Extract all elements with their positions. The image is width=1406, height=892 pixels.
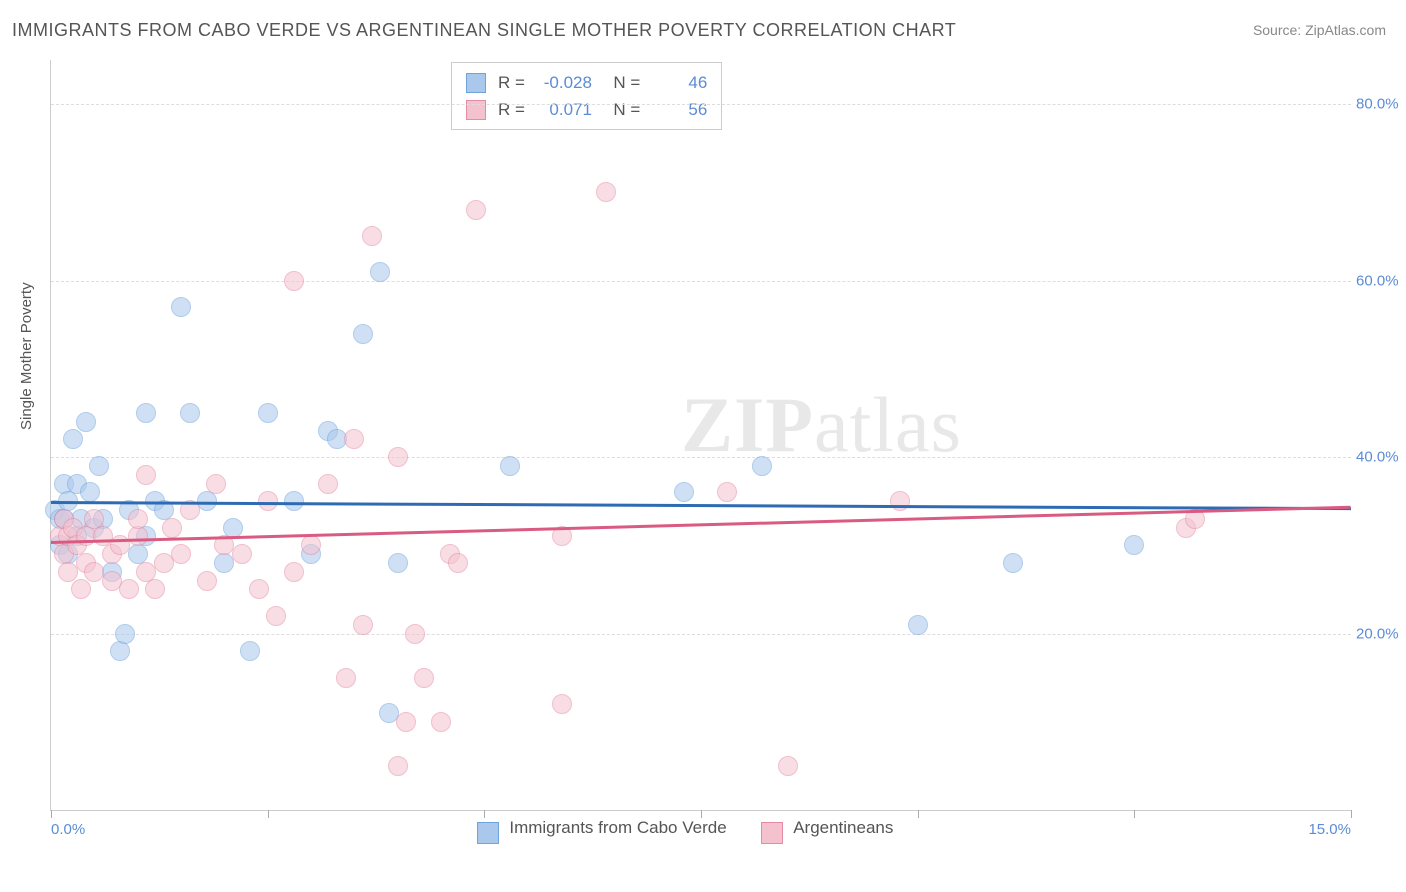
point-argentinean — [119, 579, 139, 599]
point-argentinean — [197, 571, 217, 591]
bottom-swatch-2 — [761, 822, 783, 844]
point-cabo-verde — [674, 482, 694, 502]
x-tick — [51, 810, 52, 818]
point-cabo-verde — [353, 324, 373, 344]
point-argentinean — [414, 668, 434, 688]
n-value-2: 56 — [652, 96, 707, 123]
point-cabo-verde — [240, 641, 260, 661]
point-cabo-verde — [136, 403, 156, 423]
point-argentinean — [128, 509, 148, 529]
bottom-legend-label-1: Immigrants from Cabo Verde — [509, 818, 726, 837]
point-cabo-verde — [500, 456, 520, 476]
bottom-legend-label-2: Argentineans — [793, 818, 893, 837]
trendline-cabo-verde — [51, 501, 1351, 510]
point-argentinean — [162, 518, 182, 538]
point-cabo-verde — [180, 403, 200, 423]
point-argentinean — [552, 694, 572, 714]
point-argentinean — [128, 526, 148, 546]
gridline — [51, 634, 1351, 635]
y-tick-label: 20.0% — [1356, 625, 1406, 642]
x-tick — [268, 810, 269, 818]
point-argentinean — [232, 544, 252, 564]
point-argentinean — [353, 615, 373, 635]
point-cabo-verde — [370, 262, 390, 282]
n-value-1: 46 — [652, 69, 707, 96]
x-tick — [1134, 810, 1135, 818]
gridline — [51, 457, 1351, 458]
y-axis-title: Single Mother Poverty — [18, 282, 35, 430]
legend-stats-row-1: R =-0.028 N =46 — [466, 69, 707, 96]
point-argentinean — [206, 474, 226, 494]
point-argentinean — [596, 182, 616, 202]
gridline — [51, 104, 1351, 105]
point-cabo-verde — [752, 456, 772, 476]
swatch-series-2 — [466, 100, 486, 120]
bottom-swatch-1 — [477, 822, 499, 844]
point-argentinean — [266, 606, 286, 626]
point-argentinean — [466, 200, 486, 220]
point-argentinean — [136, 465, 156, 485]
point-argentinean — [145, 579, 165, 599]
point-cabo-verde — [258, 403, 278, 423]
x-tick — [701, 810, 702, 818]
plot-area: ZIPatlas R =-0.028 N =46 R =0.071 N =56 … — [50, 60, 1351, 811]
source-label: Source: ZipAtlas.com — [1253, 22, 1386, 38]
point-argentinean — [344, 429, 364, 449]
y-tick-label: 60.0% — [1356, 272, 1406, 289]
gridline — [51, 281, 1351, 282]
point-cabo-verde — [89, 456, 109, 476]
y-tick-label: 40.0% — [1356, 449, 1406, 466]
point-argentinean — [388, 756, 408, 776]
legend-stats-box: R =-0.028 N =46 R =0.071 N =56 — [451, 62, 722, 130]
point-argentinean — [396, 712, 416, 732]
point-argentinean — [249, 579, 269, 599]
r-value-1: -0.028 — [537, 69, 592, 96]
trendline-argentinean — [51, 506, 1351, 544]
point-argentinean — [171, 544, 191, 564]
point-argentinean — [284, 271, 304, 291]
point-argentinean — [336, 668, 356, 688]
point-cabo-verde — [63, 429, 83, 449]
point-argentinean — [71, 579, 91, 599]
point-cabo-verde — [76, 412, 96, 432]
point-cabo-verde — [115, 624, 135, 644]
point-argentinean — [448, 553, 468, 573]
point-cabo-verde — [110, 641, 130, 661]
point-argentinean — [778, 756, 798, 776]
legend-stats-row-2: R =0.071 N =56 — [466, 96, 707, 123]
x-tick — [484, 810, 485, 818]
point-argentinean — [405, 624, 425, 644]
point-argentinean — [431, 712, 451, 732]
point-argentinean — [362, 226, 382, 246]
point-argentinean — [388, 447, 408, 467]
point-cabo-verde — [80, 482, 100, 502]
point-cabo-verde — [388, 553, 408, 573]
point-cabo-verde — [1124, 535, 1144, 555]
y-tick-label: 80.0% — [1356, 96, 1406, 113]
point-cabo-verde — [908, 615, 928, 635]
chart-title: IMMIGRANTS FROM CABO VERDE VS ARGENTINEA… — [12, 20, 956, 41]
point-argentinean — [284, 562, 304, 582]
point-argentinean — [717, 482, 737, 502]
point-argentinean — [890, 491, 910, 511]
swatch-series-1 — [466, 73, 486, 93]
point-cabo-verde — [171, 297, 191, 317]
point-cabo-verde — [1003, 553, 1023, 573]
r-value-2: 0.071 — [537, 96, 592, 123]
point-argentinean — [301, 535, 321, 555]
point-argentinean — [318, 474, 338, 494]
x-tick — [918, 810, 919, 818]
x-tick — [1351, 810, 1352, 818]
bottom-legend: Immigrants from Cabo Verde Argentineans — [50, 818, 1350, 840]
